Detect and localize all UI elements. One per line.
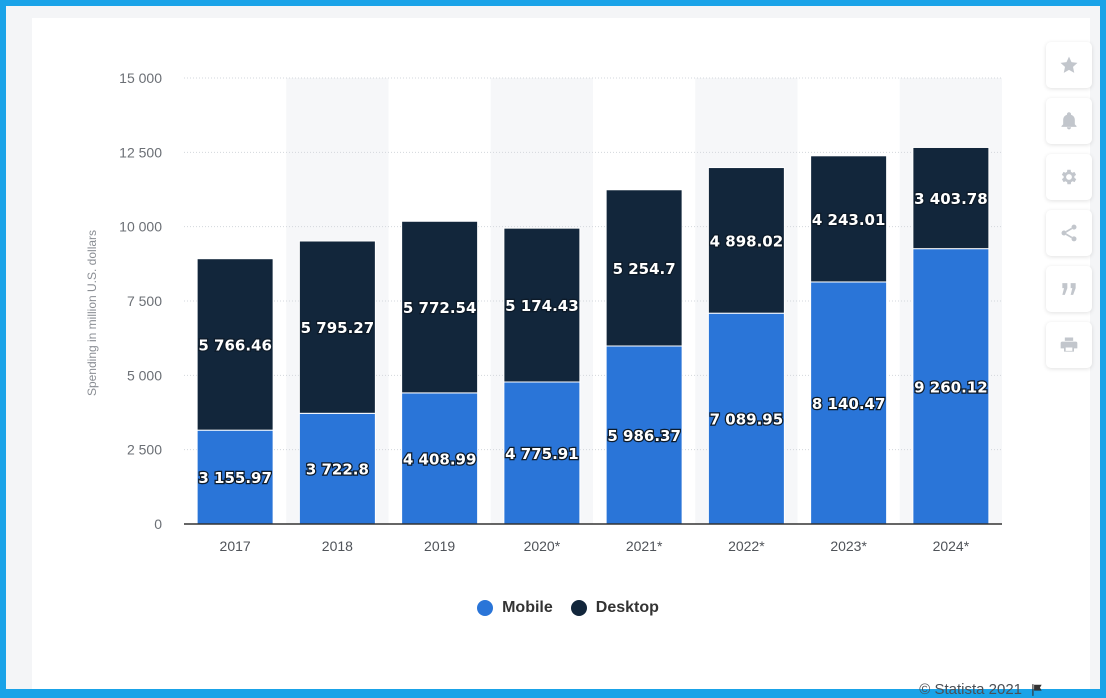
legend-item-desktop[interactable]: Desktop xyxy=(570,599,659,617)
y-tick-label: 5 000 xyxy=(127,367,162,383)
flag-icon[interactable] xyxy=(1030,683,1044,697)
chart-panel: 0 2 500 5 000 7 500 10 000 12 500 15 000 Spendi… xyxy=(32,18,1092,698)
x-tick-label: 2024* xyxy=(933,538,970,554)
x-tick-label: 2021* xyxy=(626,538,663,554)
y-tick-label: 7 500 xyxy=(127,293,162,309)
print-button[interactable] xyxy=(1046,322,1092,368)
data-label-mobile: 3 722.8 xyxy=(306,461,369,479)
bar-desktop xyxy=(298,240,376,414)
settings-button[interactable] xyxy=(1046,154,1092,200)
star-icon xyxy=(1060,56,1078,73)
y-tick-label: 2 500 xyxy=(127,442,162,458)
data-label-mobile: 9 260.12 xyxy=(914,378,988,396)
legend-item-mobile[interactable]: Mobile xyxy=(477,599,553,617)
data-label-desktop: 5 766.46 xyxy=(198,336,272,354)
y-tick-label: 12 500 xyxy=(119,144,162,160)
data-label-desktop: 4 898.02 xyxy=(710,232,784,250)
legend-label-desktop: Desktop xyxy=(595,599,659,616)
y-tick-label: 15 000 xyxy=(119,70,162,86)
bar-mobile xyxy=(503,381,581,525)
credit-text[interactable]: © Statista 2021 xyxy=(919,681,1022,698)
y-tick-label: 0 xyxy=(154,516,162,532)
legend-swatch-mobile xyxy=(477,600,494,616)
x-tick-label: 2020* xyxy=(524,538,561,554)
chart-card: 0 2 500 5 000 7 500 10 000 12 500 15 000 Spendi… xyxy=(6,6,1100,698)
source-credit: © Statista 2021 xyxy=(919,681,1044,698)
bar-desktop xyxy=(196,258,274,431)
legend-label-mobile: Mobile xyxy=(502,599,553,616)
chart: 0 2 500 5 000 7 500 10 000 12 500 15 000 Spendi… xyxy=(85,70,1002,554)
x-tick-label: 2017 xyxy=(220,538,251,554)
bar-mobile xyxy=(605,345,683,525)
share-icon xyxy=(1061,224,1077,242)
bar-desktop xyxy=(503,227,581,383)
legend-swatch-desktop xyxy=(570,600,587,616)
y-tick-label: 10 000 xyxy=(119,219,162,235)
data-label-mobile: 5 986.37 xyxy=(607,427,681,445)
bar-mobile xyxy=(912,248,990,525)
legend: Mobile Desktop xyxy=(32,599,1104,617)
data-label-desktop: 3 403.78 xyxy=(914,190,988,208)
favorite-button[interactable] xyxy=(1046,42,1092,88)
quote-icon xyxy=(1062,283,1076,295)
share-button[interactable] xyxy=(1046,210,1092,256)
data-label-mobile: 4 775.91 xyxy=(505,445,579,463)
bar-mobile xyxy=(707,312,785,525)
data-label-desktop: 5 254.7 xyxy=(613,260,676,278)
x-tick-label: 2022* xyxy=(728,538,765,554)
notification-button[interactable] xyxy=(1046,98,1092,144)
print-icon xyxy=(1060,337,1078,352)
gear-icon xyxy=(1061,169,1077,185)
bar-mobile xyxy=(401,392,479,525)
x-tick-label: 2018 xyxy=(322,538,353,554)
data-label-mobile: 8 140.47 xyxy=(812,395,886,413)
x-tick-label: 2019 xyxy=(424,538,455,554)
data-label-mobile: 3 155.97 xyxy=(198,469,272,487)
data-label-mobile: 4 408.99 xyxy=(403,450,477,468)
bar-desktop xyxy=(810,155,888,283)
bar-desktop xyxy=(605,189,683,347)
data-label-desktop: 5 772.54 xyxy=(403,299,477,317)
cite-button[interactable] xyxy=(1046,266,1092,312)
data-label-desktop: 5 174.43 xyxy=(505,297,579,315)
data-label-desktop: 5 795.27 xyxy=(301,319,375,337)
y-axis-label: Spending in million U.S. dollars xyxy=(85,230,99,396)
bar-desktop xyxy=(912,146,990,250)
bell-icon xyxy=(1061,112,1077,130)
bar-desktop xyxy=(707,167,785,314)
bar-mobile xyxy=(810,281,888,525)
x-tick-label: 2023* xyxy=(830,538,867,554)
data-label-mobile: 7 089.95 xyxy=(710,411,784,429)
bar-desktop xyxy=(401,220,479,394)
data-label-desktop: 4 243.01 xyxy=(812,211,886,229)
